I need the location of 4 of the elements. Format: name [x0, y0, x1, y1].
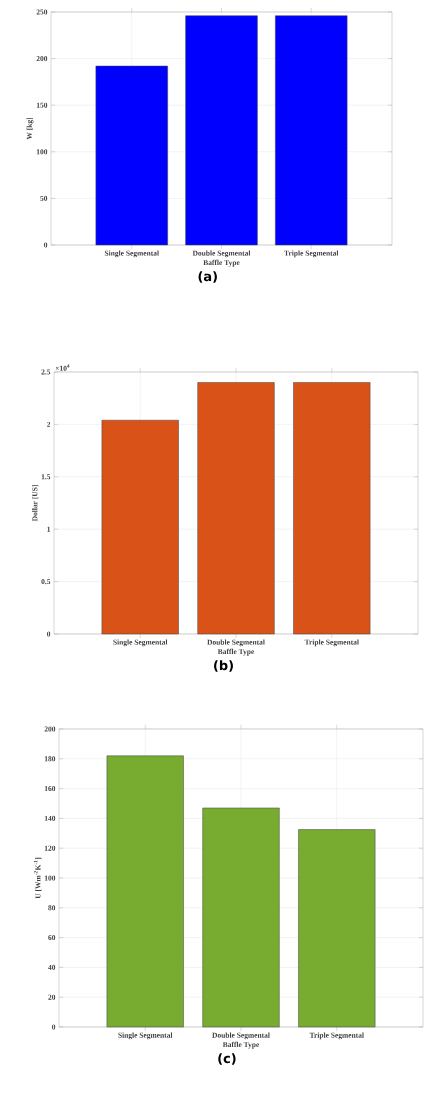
bar: [202, 807, 280, 1028]
text: (c): [218, 1053, 236, 1065]
text: (a): [198, 271, 217, 283]
text: (b): [214, 660, 233, 672]
